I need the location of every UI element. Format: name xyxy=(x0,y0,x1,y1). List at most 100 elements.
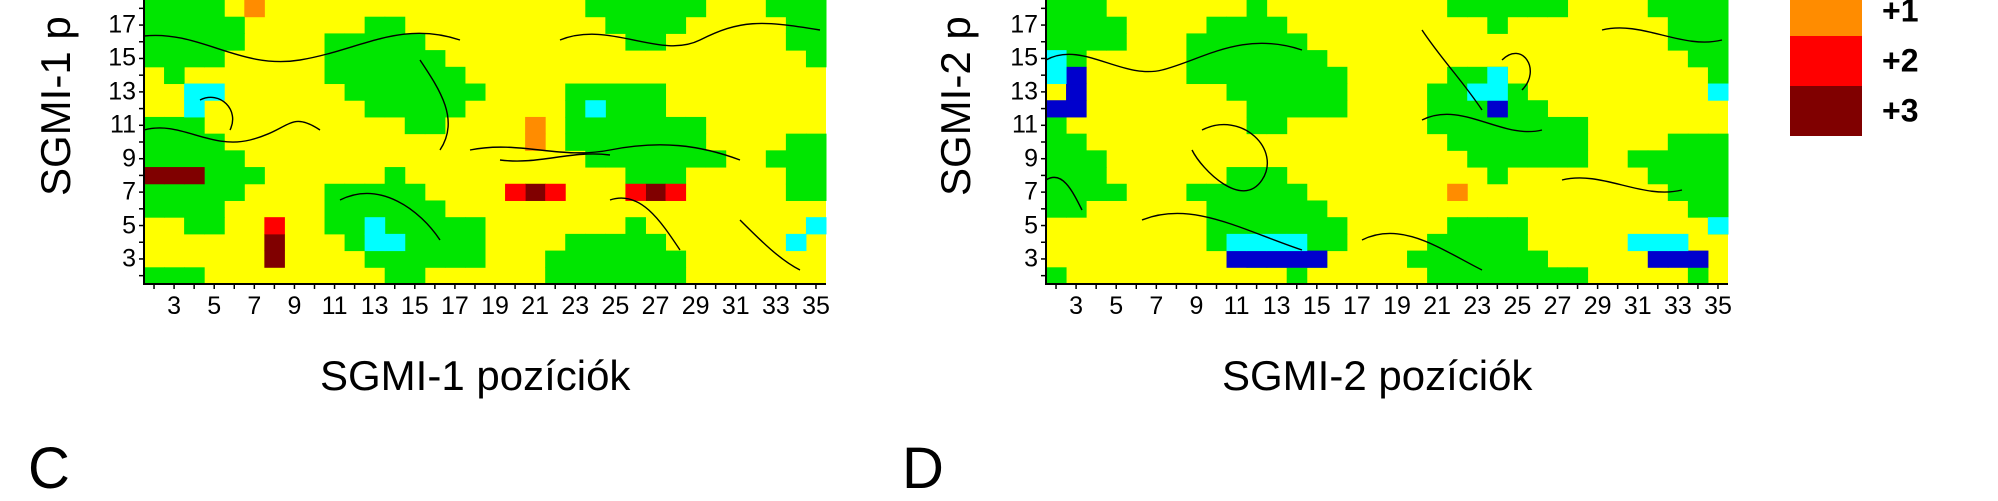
heatmap-cell-neutral xyxy=(1527,100,1548,118)
heatmap-cell xyxy=(1046,66,1067,85)
x-tick-label: 17 xyxy=(441,292,469,320)
heatmap-cell-neutral xyxy=(424,50,446,68)
x-tick-label: 21 xyxy=(1423,292,1452,320)
heatmap-cell-neutral xyxy=(645,133,667,151)
heatmap-cell-neutral xyxy=(1066,150,1087,168)
heatmap-cell-neutral xyxy=(1286,200,1308,218)
heatmap-cell xyxy=(1447,183,1468,201)
heatmap-cell-neutral xyxy=(184,50,205,68)
heatmap-cell-neutral xyxy=(1707,0,1729,18)
heatmap-cell-neutral xyxy=(1547,150,1569,168)
heatmap-cell-neutral xyxy=(404,83,426,101)
heatmap-cell-neutral xyxy=(1707,33,1729,51)
heatmap-cell xyxy=(1066,100,1087,118)
heatmap-cell-neutral xyxy=(1447,116,1468,135)
heatmap-cell-neutral xyxy=(1206,233,1228,252)
x-tick-label: 17 xyxy=(1343,292,1371,320)
heatmap-cell-neutral xyxy=(1226,83,1248,101)
heatmap-cell-neutral xyxy=(1427,233,1448,252)
heatmap-cell-neutral xyxy=(244,167,265,185)
x-axis-label: SGMI-1 pozíciók xyxy=(320,352,631,399)
heatmap-cell-neutral xyxy=(645,0,667,18)
heatmap-cell-neutral xyxy=(605,150,626,168)
heatmap-cell-neutral xyxy=(344,183,366,201)
y-tick-label: 3 xyxy=(1024,244,1038,273)
contour-line xyxy=(143,120,321,143)
heatmap-cell xyxy=(1707,217,1729,235)
heatmap-cell xyxy=(1647,250,1669,268)
x-tick-label: 13 xyxy=(1262,292,1291,320)
y-axis-label-wrap: SGMI-1 p xyxy=(30,0,82,196)
heatmap-cell-neutral xyxy=(565,100,586,118)
x-tick-label: 31 xyxy=(1623,292,1652,320)
contour-line xyxy=(1421,113,1543,133)
heatmap-cell-neutral xyxy=(144,183,165,201)
heatmap-cell-neutral xyxy=(364,50,386,68)
heatmap-cell-neutral xyxy=(464,250,486,268)
heatmap-cell-neutral xyxy=(1487,250,1508,268)
heatmap-cell-neutral xyxy=(1266,83,1288,101)
heatmap-cell-neutral xyxy=(1186,66,1207,85)
heatmap-cell-neutral xyxy=(1086,0,1107,18)
heatmap-cell-neutral xyxy=(1467,66,1488,85)
heatmap-cell-neutral xyxy=(1206,183,1228,201)
heatmap-cell-neutral xyxy=(464,217,486,235)
heatmap-cell-neutral xyxy=(184,0,205,18)
heatmap-cell-neutral xyxy=(404,66,426,85)
heatmap-cell-neutral xyxy=(1667,150,1689,168)
heatmap-cell-neutral xyxy=(565,267,586,285)
y-axis-label: SGMI-1 p xyxy=(32,16,79,196)
heatmap-cell xyxy=(525,133,546,151)
heatmap-cell-neutral xyxy=(665,116,687,135)
heatmap-cell-neutral xyxy=(1046,150,1067,168)
heatmap-cell-neutral xyxy=(1106,16,1127,34)
heatmap-cell-neutral xyxy=(444,83,466,101)
heatmap-cell-neutral xyxy=(404,100,426,118)
heatmap-cell-neutral xyxy=(545,250,566,268)
contour-line xyxy=(469,144,741,161)
heatmap-cell-neutral xyxy=(1266,200,1288,218)
heatmap-cell-neutral xyxy=(1467,250,1488,268)
heatmap-cell xyxy=(1487,66,1508,85)
heatmap-cell-neutral xyxy=(1266,167,1288,185)
x-axis-label: SGMI-2 pozíciók xyxy=(1222,352,1533,399)
heatmap-cell xyxy=(1226,233,1248,252)
heatmap-cell-neutral xyxy=(424,233,446,252)
heatmap-cell-neutral xyxy=(424,250,446,268)
heatmap-cell-neutral xyxy=(645,116,667,135)
heatmap-cell-neutral xyxy=(364,83,386,101)
heatmap-cell-neutral xyxy=(645,250,667,268)
heatmap-cell-neutral xyxy=(1547,133,1569,151)
heatmap-cell xyxy=(1687,250,1709,268)
heatmap-cell-neutral xyxy=(404,233,426,252)
heatmap-cell xyxy=(585,100,606,118)
y-tick-label: 5 xyxy=(1024,211,1038,240)
heatmap-cell-neutral xyxy=(1246,83,1268,101)
heatmap-cell xyxy=(1266,233,1288,252)
heatmap-cell-neutral xyxy=(384,250,406,268)
contour-line xyxy=(1191,123,1268,192)
heatmap-cell-neutral xyxy=(1667,133,1689,151)
heatmap-cell-neutral xyxy=(384,200,406,218)
heatmap-cell-neutral xyxy=(645,267,667,285)
heatmap-cell-neutral xyxy=(1086,33,1107,51)
heatmap-cell xyxy=(1266,250,1288,268)
heatmap-cell-neutral xyxy=(1306,200,1328,218)
heatmap-cell-neutral xyxy=(565,133,586,151)
heatmap-cell-neutral xyxy=(685,0,707,18)
x-tick-label: 11 xyxy=(321,292,348,320)
heatmap-cell xyxy=(264,250,285,268)
heatmap-cell-neutral xyxy=(805,133,827,151)
heatmap-cell-neutral xyxy=(1667,33,1689,51)
heatmap-cell-neutral xyxy=(224,33,245,51)
heatmap-cell-neutral xyxy=(1707,16,1729,34)
heatmap-cell-neutral xyxy=(805,50,827,68)
heatmap-cell-neutral xyxy=(1206,16,1228,34)
heatmap-cell-neutral xyxy=(424,116,446,135)
contour-line xyxy=(143,32,461,63)
heatmap-cell-neutral xyxy=(1507,217,1528,235)
heatmap-cell-neutral xyxy=(1687,50,1709,68)
heatmap-cell-neutral xyxy=(1086,183,1107,201)
heatmap-cell-neutral xyxy=(464,83,486,101)
heatmap-cell-neutral xyxy=(665,16,687,34)
